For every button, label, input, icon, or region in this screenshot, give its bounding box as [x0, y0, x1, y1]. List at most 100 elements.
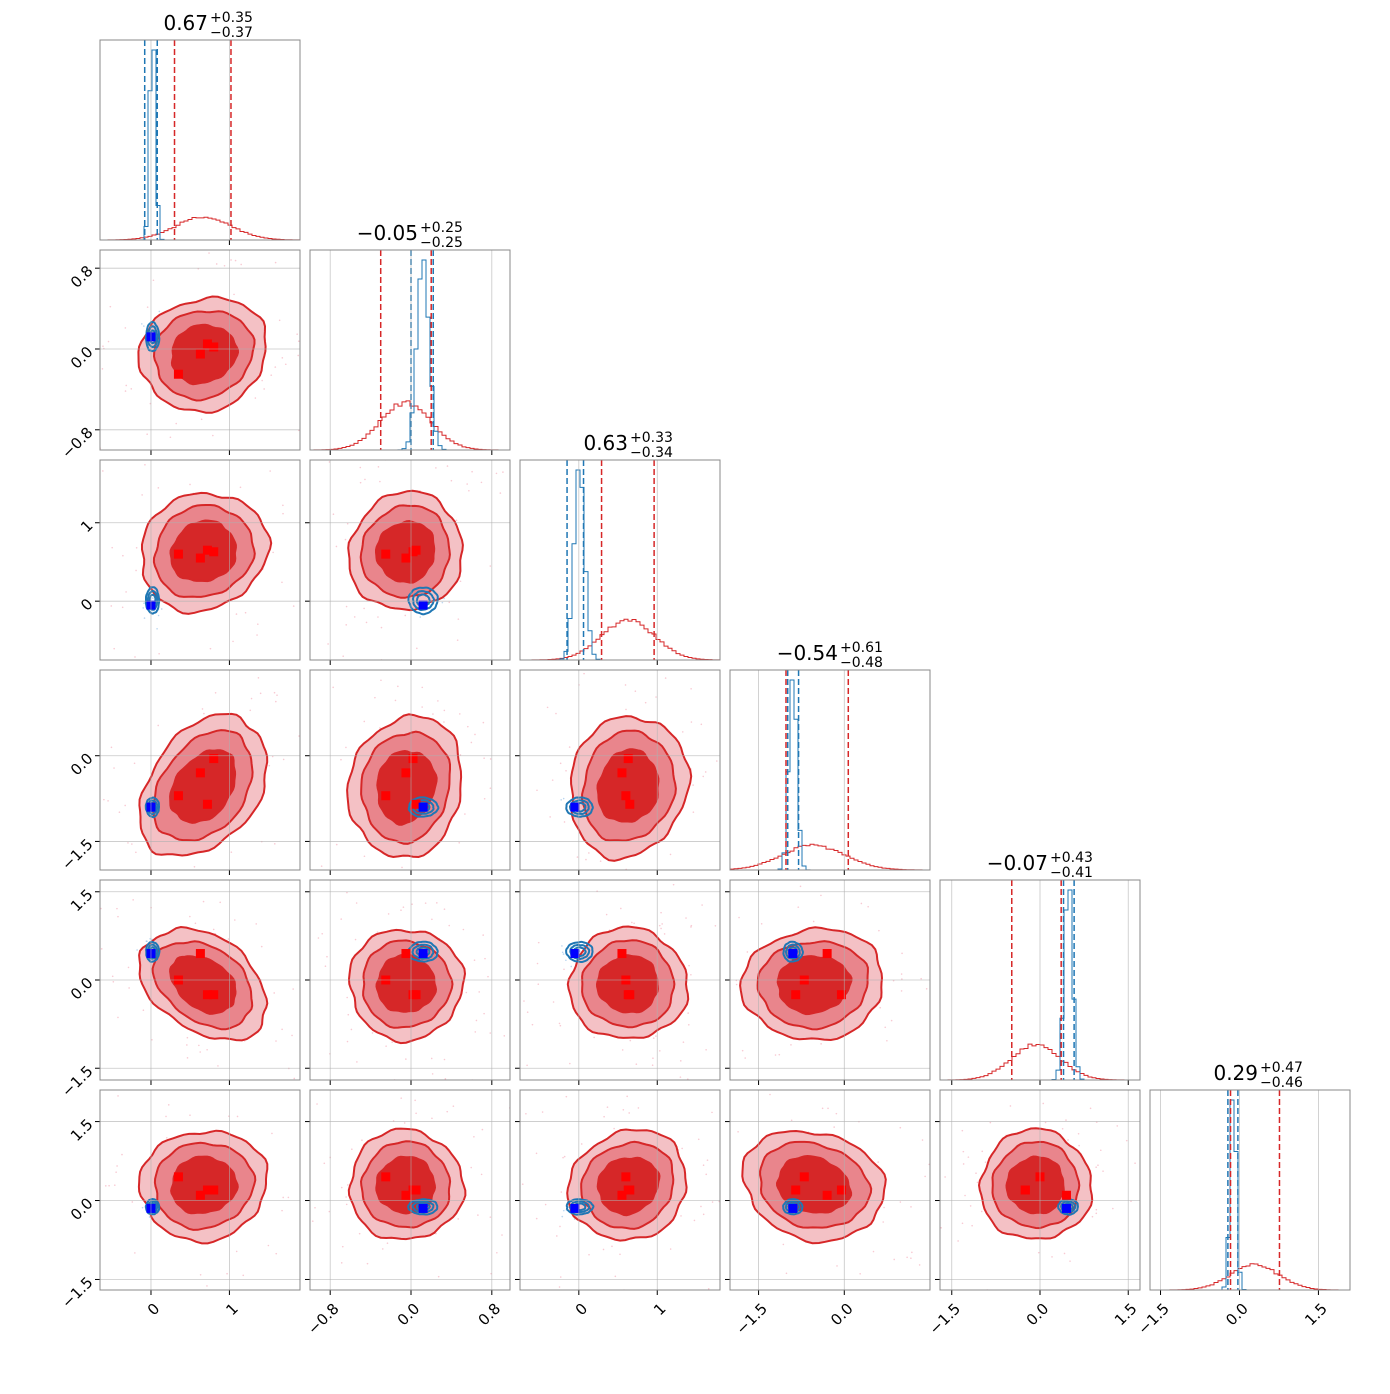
posterior-sample-point	[470, 1166, 472, 1169]
comparison-contour-inner	[415, 1202, 431, 1212]
posterior-sample-point	[267, 1244, 270, 1247]
posterior-sample-point	[217, 1065, 219, 1067]
posterior-sample-point	[332, 686, 334, 689]
posterior-sample-point	[867, 905, 869, 908]
posterior-sample-point	[304, 506, 306, 508]
posterior-sample-point	[104, 1185, 107, 1187]
red-marker	[209, 754, 219, 764]
posterior-sample-point	[669, 1248, 672, 1250]
posterior-sample-point	[303, 1190, 305, 1192]
posterior-sample-point	[883, 1206, 885, 1209]
posterior-sample-point	[317, 937, 320, 939]
red-marker	[401, 949, 411, 959]
posterior-sample-point	[340, 1262, 343, 1264]
posterior-sample-point	[135, 851, 137, 854]
posterior-sample-point	[518, 1041, 520, 1043]
posterior-sample-point	[1095, 1212, 1098, 1215]
posterior-sample-point	[347, 1013, 350, 1016]
posterior-sample-point	[443, 908, 446, 910]
posterior-sample-point	[1051, 1256, 1053, 1258]
posterior-sample-point	[268, 583, 270, 585]
x-tick-label: 0.0	[1222, 1300, 1252, 1330]
posterior-sample-point	[704, 1201, 706, 1203]
y-tick-label: −1.5	[58, 1062, 96, 1100]
axes-frame	[309, 249, 511, 451]
posterior-sample-point	[690, 924, 693, 927]
posterior-sample-point	[653, 1109, 655, 1111]
posterior-sample-point	[470, 741, 473, 744]
posterior-sample-point	[481, 839, 483, 841]
posterior-sample-point	[108, 1184, 110, 1187]
posterior-sample-point	[346, 891, 348, 894]
posterior-sample-point	[263, 202, 265, 204]
posterior-sample-point	[1116, 1125, 1119, 1127]
posterior-sample-point	[110, 746, 113, 749]
posterior-sample-point	[345, 746, 347, 749]
posterior-sample-point	[458, 713, 461, 715]
posterior-sample-point	[37, 986, 39, 988]
posterior-sample-point	[280, 571, 282, 573]
posterior-sample-point	[332, 513, 335, 516]
posterior-sample-point	[560, 1191, 563, 1193]
posterior-sample-point	[298, 735, 300, 737]
posterior-sample-point	[231, 907, 233, 909]
posterior-sample-point	[292, 605, 295, 607]
red-marker	[381, 1172, 391, 1182]
posterior-sample-point	[281, 581, 283, 584]
posterior-sample-point	[249, 1082, 251, 1084]
posterior-sample-point	[414, 1099, 416, 1102]
posterior-sample-point	[655, 696, 657, 698]
posterior-sample-point	[121, 606, 124, 609]
posterior-sample-point	[282, 758, 285, 761]
posterior-sample-point	[321, 1028, 323, 1030]
axes-frame	[729, 879, 931, 1081]
posterior-sample-point	[671, 1064, 673, 1066]
posterior-sample-point	[411, 903, 413, 906]
posterior-sample-point	[421, 686, 424, 689]
posterior-sample-point	[821, 1107, 824, 1110]
posterior-sample-point	[707, 1287, 710, 1290]
posterior-sample-point	[860, 902, 863, 905]
posterior-sample-point	[219, 901, 221, 904]
posterior-sample-point	[206, 1048, 208, 1051]
posterior-sample-point	[554, 760, 556, 762]
posterior-sample-point	[878, 929, 880, 932]
posterior-sample-point	[446, 1110, 449, 1113]
posterior-sample-point	[135, 569, 137, 572]
posterior-sample-point	[721, 796, 723, 798]
posterior-sample-point	[281, 357, 284, 359]
posterior-sample-point	[363, 607, 365, 610]
posterior-sample-point	[380, 626, 383, 629]
posterior-sample-point	[186, 1036, 189, 1039]
posterior-sample-point	[713, 971, 715, 973]
posterior-sample-point	[556, 1235, 558, 1237]
posterior-sample-point	[477, 1214, 479, 1216]
axes-frame	[519, 879, 721, 1081]
diagonal-title-minus: −0.46	[1260, 1075, 1303, 1091]
posterior-sample-point	[900, 973, 903, 975]
posterior-sample-point	[327, 643, 329, 645]
posterior-sample-point	[354, 938, 357, 941]
posterior-sample-point	[282, 504, 284, 507]
x-tick-label: 0.8	[475, 1300, 505, 1330]
posterior-sample-point	[906, 1256, 908, 1259]
comparison-sample-point	[160, 608, 163, 610]
posterior-sample-point	[215, 263, 218, 265]
posterior-sample-point	[681, 731, 684, 733]
posterior-sample-point	[429, 911, 431, 913]
posterior-sample-point	[257, 623, 259, 625]
posterior-sample-point	[179, 1075, 181, 1077]
posterior-histogram	[310, 400, 510, 450]
posterior-sample-point	[189, 436, 191, 438]
posterior-sample-point	[744, 1057, 747, 1059]
posterior-sample-point	[920, 977, 922, 980]
posterior-sample-point	[436, 902, 438, 904]
posterior-sample-point	[109, 1291, 111, 1293]
diagonal-title-median: 0.67	[163, 11, 208, 35]
posterior-sample-point	[92, 342, 94, 344]
posterior-sample-point	[148, 871, 150, 873]
posterior-sample-point	[394, 699, 397, 702]
posterior-sample-point	[921, 1246, 923, 1248]
posterior-sample-point	[820, 1043, 822, 1045]
posterior-sample-point	[400, 1097, 403, 1099]
